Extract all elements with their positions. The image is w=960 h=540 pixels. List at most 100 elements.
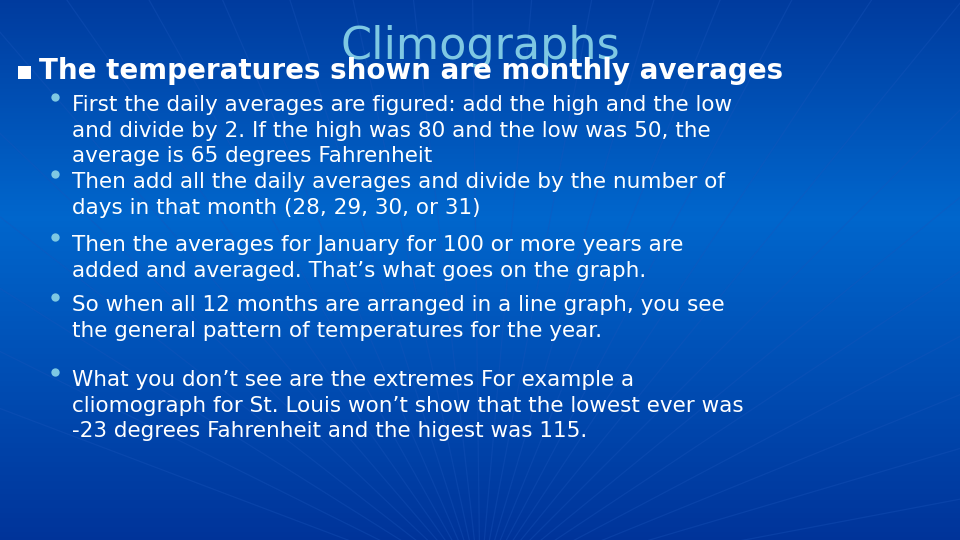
Bar: [0, 335, 960, 338]
Bar: [0, 392, 960, 394]
Bar: [0, 43, 960, 46]
Bar: [0, 348, 960, 351]
Bar: [0, 197, 960, 200]
Bar: [0, 491, 960, 494]
Bar: [0, 321, 960, 324]
Text: What you don’t see are the extremes For example a
cliomograph for St. Louis won’: What you don’t see are the extremes For …: [72, 370, 744, 441]
Bar: [0, 416, 960, 418]
Bar: [0, 500, 960, 502]
Bar: [0, 221, 960, 224]
Bar: [0, 30, 960, 32]
Bar: [0, 478, 960, 481]
Bar: [0, 310, 960, 313]
Bar: [0, 340, 960, 343]
Bar: [18, 65, 31, 78]
Bar: [0, 100, 960, 103]
Bar: [0, 532, 960, 535]
Bar: [0, 256, 960, 259]
Bar: [0, 238, 960, 240]
Bar: [0, 389, 960, 392]
Bar: [0, 400, 960, 402]
Bar: [0, 462, 960, 464]
Bar: [0, 111, 960, 113]
Bar: [0, 505, 960, 508]
Bar: [0, 262, 960, 265]
Bar: [0, 208, 960, 211]
Bar: [0, 351, 960, 354]
Bar: [0, 32, 960, 35]
Bar: [0, 410, 960, 413]
Bar: [0, 378, 960, 381]
Bar: [0, 535, 960, 537]
Bar: [0, 176, 960, 178]
Bar: [0, 94, 960, 97]
Bar: [0, 140, 960, 143]
Bar: [0, 186, 960, 189]
Bar: [0, 510, 960, 513]
Bar: [0, 170, 960, 173]
Bar: [0, 443, 960, 445]
Bar: [0, 54, 960, 57]
Bar: [0, 275, 960, 278]
Bar: [0, 157, 960, 159]
Bar: [0, 97, 960, 100]
Bar: [0, 375, 960, 378]
Bar: [0, 292, 960, 294]
Bar: [0, 227, 960, 229]
Bar: [0, 386, 960, 389]
Bar: [0, 273, 960, 275]
Bar: [0, 119, 960, 122]
Bar: [0, 470, 960, 472]
Bar: [0, 92, 960, 94]
Bar: [0, 265, 960, 267]
Bar: [0, 483, 960, 486]
Bar: [0, 173, 960, 176]
Bar: [0, 373, 960, 375]
Bar: [0, 472, 960, 475]
Bar: [0, 408, 960, 410]
Bar: [0, 213, 960, 216]
Bar: [0, 421, 960, 424]
Bar: [0, 278, 960, 281]
Bar: [0, 65, 960, 68]
Bar: [0, 162, 960, 165]
Bar: [0, 254, 960, 256]
Bar: [0, 27, 960, 30]
Bar: [0, 432, 960, 435]
Bar: [0, 362, 960, 364]
Text: So when all 12 months are arranged in a line graph, you see
the general pattern : So when all 12 months are arranged in a …: [72, 295, 725, 341]
Bar: [0, 3, 960, 5]
Bar: [0, 230, 960, 232]
Bar: [0, 59, 960, 62]
Bar: [0, 319, 960, 321]
Bar: [0, 402, 960, 405]
Bar: [0, 518, 960, 521]
Bar: [0, 219, 960, 221]
Bar: [0, 459, 960, 462]
Bar: [0, 103, 960, 105]
Bar: [0, 216, 960, 219]
Bar: [0, 437, 960, 440]
Bar: [0, 497, 960, 500]
Bar: [0, 57, 960, 59]
Bar: [0, 338, 960, 340]
Bar: [0, 370, 960, 373]
Bar: [0, 251, 960, 254]
Bar: [0, 24, 960, 27]
Bar: [0, 211, 960, 213]
Bar: [0, 413, 960, 416]
Bar: [0, 122, 960, 124]
Text: Then add all the daily averages and divide by the number of
days in that month (: Then add all the daily averages and divi…: [72, 172, 725, 218]
Bar: [0, 354, 960, 356]
Bar: [0, 284, 960, 286]
Bar: [0, 494, 960, 497]
Bar: [0, 424, 960, 427]
Bar: [0, 86, 960, 89]
Bar: [0, 475, 960, 478]
Bar: [0, 49, 960, 51]
Bar: [0, 448, 960, 451]
Bar: [0, 192, 960, 194]
Bar: [0, 108, 960, 111]
Bar: [0, 359, 960, 362]
Bar: [0, 138, 960, 140]
